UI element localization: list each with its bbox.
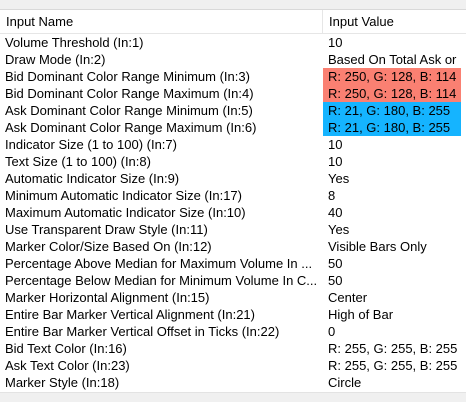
grid-rows: Volume Threshold (In:1) 10 Draw Mode (In:2… <box>0 34 466 391</box>
input-value-cell[interactable]: 10 <box>328 137 343 152</box>
input-name-cell: Bid Text Color (In:16) <box>5 341 127 356</box>
horizontal-scrollbar[interactable] <box>0 392 466 402</box>
table-row[interactable]: Marker Style (In:18) Circle <box>0 374 466 391</box>
input-name-cell: Marker Horizontal Alignment (In:15) <box>5 290 210 305</box>
input-value-cell[interactable]: 50 <box>328 256 343 271</box>
input-name-cell: Text Size (1 to 100) (In:8) <box>5 154 151 169</box>
table-row[interactable]: Minimum Automatic Indicator Size (In:17)… <box>0 187 466 204</box>
color-value-cell[interactable]: R: 21, G: 180, B: 255 <box>323 119 461 136</box>
table-row[interactable]: Draw Mode (In:2) Based On Total Ask or <box>0 51 466 68</box>
table-row[interactable]: Marker Horizontal Alignment (In:15) Cente… <box>0 289 466 306</box>
table-row[interactable]: Percentage Above Median for Maximum Volu… <box>0 255 466 272</box>
inputs-grid: Input Name Input Value Volume Threshold … <box>0 10 466 391</box>
table-row[interactable]: Maximum Automatic Indicator Size (In:10)… <box>0 204 466 221</box>
input-name-cell: Volume Threshold (In:1) <box>5 35 144 50</box>
table-row[interactable]: Ask Dominant Color Range Maximum (In:6) R… <box>0 119 466 136</box>
input-name-cell: Marker Style (In:18) <box>5 375 120 390</box>
table-row[interactable]: Automatic Indicator Size (In:9) Yes <box>0 170 466 187</box>
table-row[interactable]: Entire Bar Marker Vertical Alignment (In… <box>0 306 466 323</box>
input-value-cell[interactable]: 0 <box>328 324 336 339</box>
input-value-cell[interactable]: Based On Total Ask or <box>328 52 457 67</box>
input-value-cell[interactable]: 8 <box>328 188 336 203</box>
table-row[interactable]: Entire Bar Marker Vertical Offset in Tic… <box>0 323 466 340</box>
input-value-cell[interactable]: Yes <box>328 222 350 237</box>
table-row[interactable]: Marker Color/Size Based On (In:12) Visibl… <box>0 238 466 255</box>
input-name-cell: Ask Dominant Color Range Minimum (In:5) <box>5 103 253 118</box>
table-row[interactable]: Ask Text Color (In:23) R: 255, G: 255, B:… <box>0 357 466 374</box>
input-name-cell: Bid Dominant Color Range Minimum (In:3) <box>5 69 250 84</box>
input-value-cell[interactable]: Center <box>328 290 368 305</box>
input-name-cell: Use Transparent Draw Style (In:11) <box>5 222 208 237</box>
input-value-cell[interactable]: R: 255, G: 255, B: 255 <box>328 341 458 356</box>
input-value-cell[interactable]: 10 <box>328 154 343 169</box>
grid-header: Input Name Input Value <box>0 10 466 34</box>
input-name-cell: Automatic Indicator Size (In:9) <box>5 171 180 186</box>
column-header-input-name[interactable]: Input Name <box>0 10 323 33</box>
input-name-cell: Indicator Size (1 to 100) (In:7) <box>5 137 177 152</box>
input-value-cell[interactable]: 40 <box>328 205 343 220</box>
table-row[interactable]: Bid Text Color (In:16) R: 255, G: 255, B:… <box>0 340 466 357</box>
input-name-cell: Marker Color/Size Based On (In:12) <box>5 239 212 254</box>
input-name-cell: Maximum Automatic Indicator Size (In:10) <box>5 205 246 220</box>
table-row[interactable]: Bid Dominant Color Range Maximum (In:4) R… <box>0 85 466 102</box>
input-name-cell: Percentage Below Median for Minimum Volu… <box>5 273 318 288</box>
color-value-cell[interactable]: R: 21, G: 180, B: 255 <box>323 102 461 119</box>
input-value-cell[interactable]: Circle <box>328 375 362 390</box>
input-value-cell[interactable]: 10 <box>328 35 343 50</box>
table-row[interactable]: Use Transparent Draw Style (In:11) Yes <box>0 221 466 238</box>
table-row[interactable]: Percentage Below Median for Minimum Volu… <box>0 272 466 289</box>
table-row[interactable]: Volume Threshold (In:1) 10 <box>0 34 466 51</box>
input-name-cell: Minimum Automatic Indicator Size (In:17) <box>5 188 242 203</box>
input-name-cell: Entire Bar Marker Vertical Offset in Tic… <box>5 324 280 339</box>
input-name-cell: Draw Mode (In:2) <box>5 52 106 67</box>
column-header-input-value[interactable]: Input Value <box>329 14 394 29</box>
color-value-cell[interactable]: R: 250, G: 128, B: 114 <box>323 85 461 102</box>
input-name-cell: Ask Text Color (In:23) <box>5 358 130 373</box>
input-value-cell[interactable]: Yes <box>328 171 350 186</box>
table-row[interactable]: Bid Dominant Color Range Minimum (In:3) R… <box>0 68 466 85</box>
input-name-cell: Entire Bar Marker Vertical Alignment (In… <box>5 307 255 322</box>
input-value-cell[interactable]: High of Bar <box>328 307 394 322</box>
table-row[interactable]: Ask Dominant Color Range Minimum (In:5) R… <box>0 102 466 119</box>
top-scrollbar-edge <box>0 0 466 10</box>
color-value-cell[interactable]: R: 250, G: 128, B: 114 <box>323 68 461 85</box>
input-value-cell[interactable]: R: 255, G: 255, B: 255 <box>328 358 458 373</box>
input-value-cell[interactable]: Visible Bars Only <box>328 239 427 254</box>
table-row[interactable]: Indicator Size (1 to 100) (In:7) 10 <box>0 136 466 153</box>
input-value-cell[interactable]: 50 <box>328 273 343 288</box>
input-name-cell: Percentage Above Median for Maximum Volu… <box>5 256 313 271</box>
table-row[interactable]: Text Size (1 to 100) (In:8) 10 <box>0 153 466 170</box>
input-name-cell: Ask Dominant Color Range Maximum (In:6) <box>5 120 257 135</box>
input-name-cell: Bid Dominant Color Range Maximum (In:4) <box>5 86 254 101</box>
